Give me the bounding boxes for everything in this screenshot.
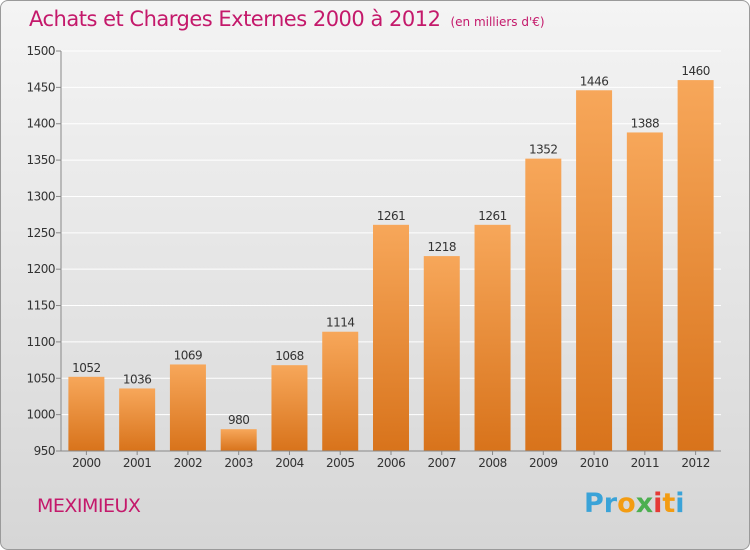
y-tick-label: 1500 <box>26 44 55 58</box>
bar <box>322 331 359 451</box>
bar-value-label: 980 <box>228 413 249 427</box>
x-tick-label: 2003 <box>224 456 253 470</box>
bar-value-label: 1052 <box>72 361 101 375</box>
x-tick-label: 2002 <box>174 456 203 470</box>
bar <box>525 158 562 452</box>
x-tick-label: 2010 <box>580 456 609 470</box>
bar <box>576 90 613 451</box>
bar-value-label: 1352 <box>529 143 558 157</box>
y-tick-label: 1100 <box>26 335 55 349</box>
x-tick-label: 2005 <box>326 456 355 470</box>
bar <box>119 388 156 451</box>
y-tick-label: 1200 <box>26 262 55 276</box>
y-tick-label: 1250 <box>26 226 55 240</box>
x-tick-label: 2008 <box>478 456 507 470</box>
chart-title-text: Achats et Charges Externes 2000 à 2012 <box>29 7 441 31</box>
y-tick-label: 1300 <box>26 189 55 203</box>
bar-value-label: 1460 <box>681 64 710 78</box>
y-tick-label: 950 <box>34 444 55 458</box>
x-tick-label: 2006 <box>377 456 406 470</box>
bar <box>373 224 409 451</box>
bar-value-label: 1261 <box>377 209 406 223</box>
bar <box>271 365 308 451</box>
bar <box>68 376 105 451</box>
y-tick-label: 1400 <box>26 117 55 131</box>
y-tick-label: 1450 <box>26 80 55 94</box>
logo-letter: i <box>653 488 663 519</box>
bar-value-label: 1036 <box>123 372 152 386</box>
x-tick-label: 2009 <box>529 456 558 470</box>
proxiti-logo[interactable]: Proxiti <box>584 488 685 519</box>
logo-letter: P <box>584 488 604 519</box>
bar-value-label: 1068 <box>275 349 304 363</box>
bar <box>677 80 714 451</box>
x-tick-label: 2007 <box>427 456 456 470</box>
logo-letter: o <box>617 488 636 519</box>
chart-subtitle: (en milliers d'€) <box>450 15 545 29</box>
bar-value-label: 1069 <box>174 348 203 362</box>
y-tick-label: 1150 <box>26 299 55 313</box>
x-tick-label: 2012 <box>681 456 710 470</box>
bars: 1052 1036 1069 980 1068 1114 1261 1218 1261 1352 1… <box>68 64 714 452</box>
axes: 950 1000 1050 1100 1150 1200 1250 1300 1350 1400 1… <box>26 44 721 470</box>
x-tick-label: 2011 <box>631 456 660 470</box>
y-tick-label: 1050 <box>26 371 55 385</box>
city-name: MEXIMIEUX <box>37 495 141 517</box>
bar-value-label: 1261 <box>478 209 507 223</box>
bar-value-label: 1446 <box>580 74 609 88</box>
bar-value-label: 1114 <box>326 316 355 330</box>
y-tick-label: 1000 <box>26 408 55 422</box>
bar <box>474 224 511 451</box>
chart-title: Achats et Charges Externes 2000 à 2012 (e… <box>29 7 545 31</box>
bar-value-label: 1218 <box>427 240 456 254</box>
x-tick-label: 2000 <box>72 456 101 470</box>
x-tick-label: 2001 <box>123 456 152 470</box>
logo-letter: i <box>675 488 685 519</box>
logo-letter: x <box>635 488 654 519</box>
bar <box>423 256 460 451</box>
logo-letter: r <box>603 488 618 519</box>
bar <box>220 429 257 451</box>
y-tick-label: 1350 <box>26 153 55 167</box>
bar <box>626 132 663 452</box>
x-tick-label: 2004 <box>275 456 304 470</box>
bar-value-label: 1388 <box>631 116 660 130</box>
logo-letter: t <box>662 488 676 519</box>
bar <box>169 364 206 451</box>
